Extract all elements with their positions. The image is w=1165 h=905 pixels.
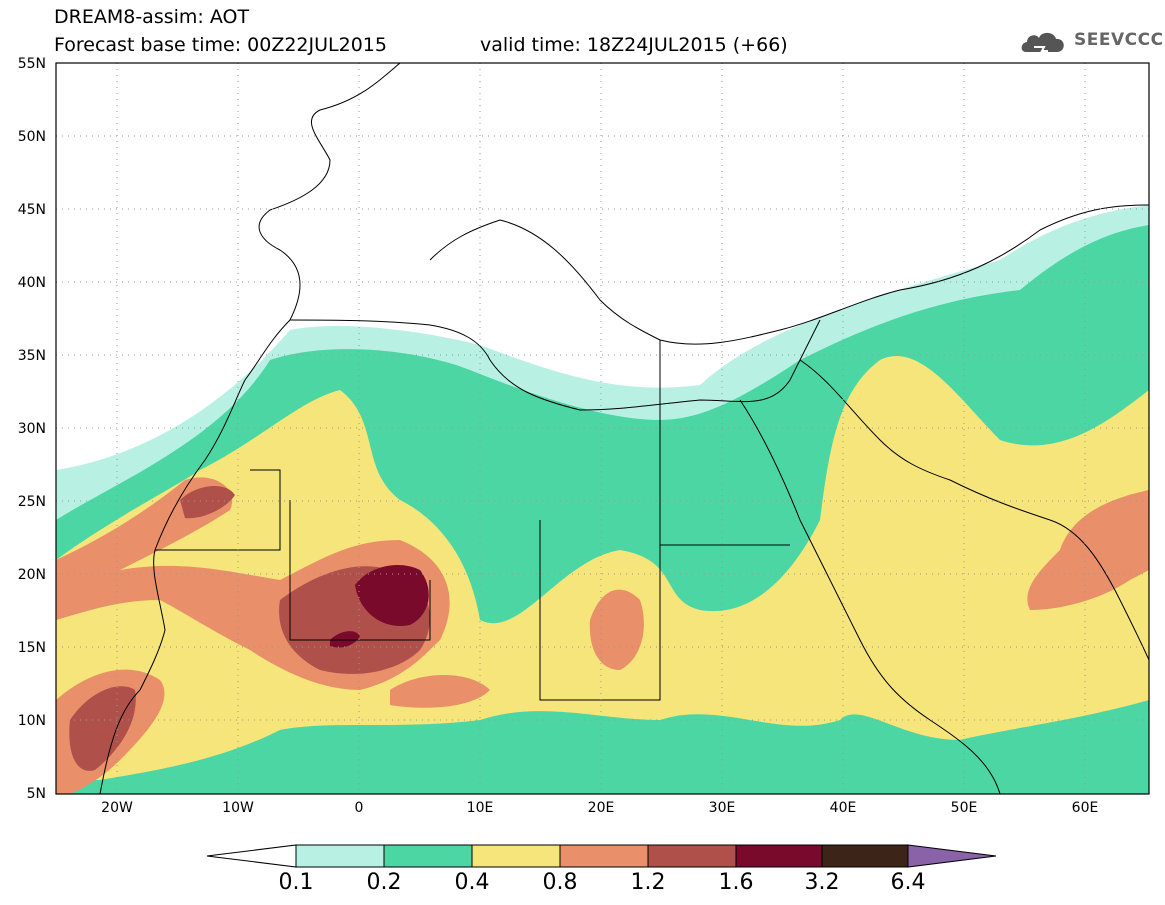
colorbar-label: 0.2 xyxy=(366,870,402,895)
lon-label: 50E xyxy=(951,800,978,816)
lat-label: 10N xyxy=(18,713,46,729)
cloud-icon xyxy=(1021,32,1064,52)
lon-label: 30E xyxy=(709,800,736,816)
lat-label: 5N xyxy=(27,786,46,802)
colorbar-label: 6.4 xyxy=(890,870,926,895)
lat-label: 25N xyxy=(18,494,46,510)
colorbar-label: 1.6 xyxy=(718,870,754,895)
lat-label: 20N xyxy=(18,567,46,583)
colorbar-swatch xyxy=(383,844,473,868)
lon-label: 40E xyxy=(830,800,857,816)
colorbar-under-arrow xyxy=(206,844,297,868)
colorbar-label: 0.1 xyxy=(278,870,314,895)
colorbar-swatch xyxy=(647,844,737,868)
lon-label: 20W xyxy=(101,800,133,816)
lat-label: 50N xyxy=(18,129,46,145)
lat-label: 35N xyxy=(18,348,46,364)
aot-band-0.8-sudan xyxy=(589,589,644,670)
lon-label: 10E xyxy=(467,800,494,816)
map-frame xyxy=(55,62,1150,795)
lon-label: 20E xyxy=(588,800,615,816)
lat-label: 55N xyxy=(18,56,46,72)
aot-band-0.8-mid xyxy=(390,675,490,708)
coastlines xyxy=(99,63,1149,794)
colorbar-swatch xyxy=(821,844,909,868)
lat-labels: 55N 50N 45N 40N 35N 30N 25N 20N 15N 10N … xyxy=(18,56,46,802)
aot-band-0.8-east xyxy=(1027,490,1149,610)
lon-label: 60E xyxy=(1072,800,1099,816)
aot-band-1.6-b xyxy=(330,631,360,648)
colorbar-swatch xyxy=(295,844,385,868)
lat-label: 30N xyxy=(18,421,46,437)
lat-label: 45N xyxy=(18,202,46,218)
valid-time: valid time: 18Z24JUL2015 (+66) xyxy=(480,34,788,56)
aot-band-1.2-sw xyxy=(69,686,136,771)
lon-label: 0 xyxy=(355,800,364,816)
colorbar-swatch xyxy=(471,844,561,868)
aot-field xyxy=(56,205,1149,794)
aot-band-1.2-nw xyxy=(180,485,235,519)
colorbar-label: 1.2 xyxy=(630,870,666,895)
lon-label: 10W xyxy=(222,800,254,816)
forecast-base-time: Forecast base time: 00Z22JUL2015 xyxy=(54,34,387,56)
colorbar-swatch xyxy=(735,844,823,868)
colorbar xyxy=(206,844,997,868)
lat-label: 15N xyxy=(18,640,46,656)
aot-band-1.6 xyxy=(355,565,429,626)
lat-label: 40N xyxy=(18,275,46,291)
colorbar-over-arrow xyxy=(907,844,997,868)
lon-labels: 20W 10W 0 10E 20E 30E 40E 50E 60E xyxy=(101,800,1098,816)
logo-text: SEEVCCC xyxy=(1074,30,1164,50)
colorbar-label: 0.4 xyxy=(454,870,490,895)
grid-lines xyxy=(56,63,1149,794)
map-title: DREAM8-assim: AOT xyxy=(54,6,250,28)
colorbar-label: 3.2 xyxy=(804,870,840,895)
colorbar-swatch xyxy=(559,844,649,868)
colorbar-label: 0.8 xyxy=(542,870,578,895)
